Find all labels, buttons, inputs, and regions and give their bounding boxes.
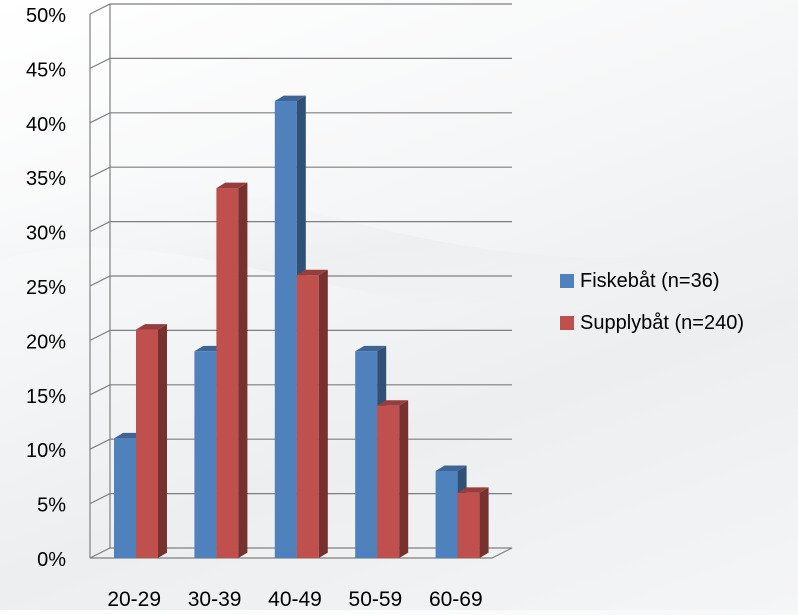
legend-item-fiskebat: Fiskebåt (n=36) <box>560 268 744 294</box>
x-tick-label: 50-59 <box>349 588 403 610</box>
y-tick-label: 0% <box>37 549 66 571</box>
bar-top <box>296 269 328 276</box>
bar-front <box>274 101 297 558</box>
bar-front <box>136 329 158 558</box>
y-tick-label: 25% <box>26 277 66 299</box>
bar <box>296 269 328 558</box>
bar-top <box>377 400 409 406</box>
bar-side <box>158 324 167 558</box>
x-tick-label: 30-39 <box>188 588 242 610</box>
legend: Fiskebåt (n=36) Supplybåt (n=240) <box>560 268 744 352</box>
y-tick-label: 35% <box>26 168 66 190</box>
y-tick-label: 45% <box>26 59 66 81</box>
y-tick-label: 5% <box>37 495 66 517</box>
background-swoosh <box>0 169 798 321</box>
y-tick-label: 15% <box>26 386 66 408</box>
legend-swatch-supplybat <box>560 316 574 330</box>
bar-front <box>457 492 480 558</box>
y-tick-label: 20% <box>26 331 66 353</box>
bar <box>136 324 167 558</box>
gridline <box>89 275 512 287</box>
grid-layer <box>89 3 513 559</box>
legend-swatch-fiskebat <box>560 274 574 288</box>
y-tick-label: 50% <box>26 5 66 27</box>
bar-front <box>377 405 400 558</box>
bar-top <box>274 95 306 102</box>
bar-top <box>355 345 387 352</box>
bar <box>216 182 248 558</box>
bar-top <box>216 182 248 189</box>
bar-front <box>296 275 319 558</box>
bar-front <box>114 438 136 558</box>
bar-top <box>136 324 167 330</box>
bar <box>457 487 489 558</box>
bars-layer <box>114 95 489 558</box>
bar-front <box>355 351 378 558</box>
bar-front <box>194 351 217 558</box>
y-tick-label: 30% <box>26 223 66 245</box>
bar-side <box>399 400 409 558</box>
legend-label-fiskebat: Fiskebåt (n=36) <box>580 269 720 292</box>
gridline <box>89 57 512 69</box>
bar-top <box>457 487 489 493</box>
x-tick-label: 60-69 <box>429 588 483 610</box>
x-tick-label: 20-29 <box>107 588 161 610</box>
x-tick-label: 40-49 <box>268 588 322 610</box>
gridline <box>89 329 512 341</box>
bar-front <box>216 188 239 558</box>
legend-item-supplybat: Supplybåt (n=240) <box>560 310 744 336</box>
gridline <box>89 112 512 124</box>
legend-label-supplybat: Supplybåt (n=240) <box>580 311 745 334</box>
y-tick-label: 10% <box>26 440 66 462</box>
y-axis-ticks: 0% 5% 10% 15% 20% 25% 30% 35% 40% 45% 50% <box>26 5 66 571</box>
gridline <box>89 166 512 178</box>
gridline <box>89 3 512 15</box>
bar-side <box>318 269 328 558</box>
y-tick-label: 40% <box>26 114 66 136</box>
bar-top <box>435 465 467 471</box>
bar <box>377 400 409 558</box>
bar-front <box>435 470 458 558</box>
gridline <box>89 221 512 233</box>
bar-side <box>479 487 489 558</box>
bar-side <box>238 182 248 558</box>
x-axis-ticks: 20-29 30-39 40-49 50-59 60-69 <box>107 588 483 611</box>
